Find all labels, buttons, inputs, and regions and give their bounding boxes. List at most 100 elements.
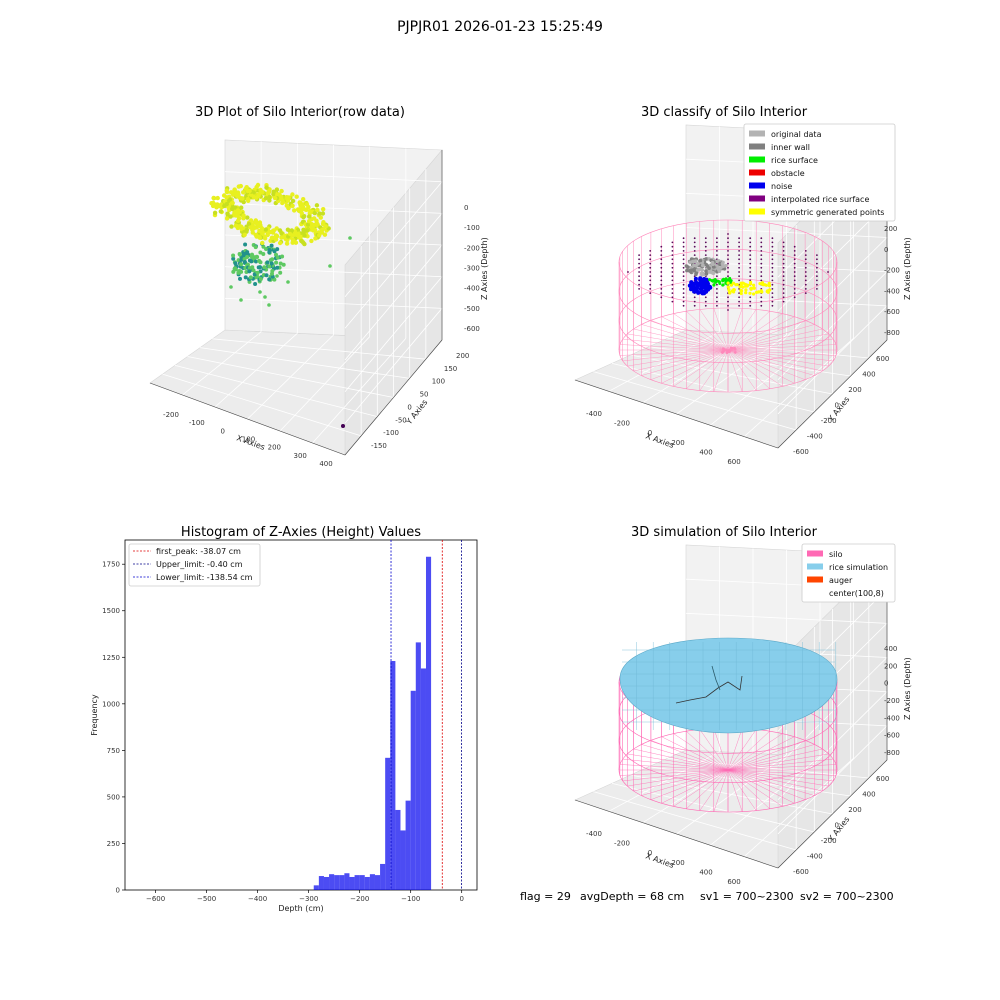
panel2-silo-wireframe (618, 219, 838, 393)
interpolated-point (749, 296, 752, 299)
data-point (323, 224, 328, 229)
data-point (246, 221, 252, 227)
panel4-ylabel: Y Axies (826, 815, 852, 844)
interpolated-point (738, 300, 740, 303)
interpolated-point (793, 245, 796, 248)
histogram-bar (385, 757, 391, 890)
interpolated-point (716, 250, 718, 252)
histogram-bar (339, 875, 345, 890)
noise-point (699, 286, 704, 291)
data-point (239, 257, 244, 262)
data-point (248, 225, 253, 230)
silo-floor-spoke (619, 769, 729, 776)
interpolated-point (727, 300, 729, 303)
data-point (247, 266, 252, 271)
legend-label: rice simulation (829, 563, 888, 572)
y-axis-line (777, 339, 888, 449)
data-point (263, 227, 268, 232)
silo-floor-spoke (727, 333, 829, 351)
data-point (253, 259, 258, 264)
data-point (230, 206, 235, 212)
data-point (267, 277, 272, 282)
panel2-x-ticks: -400 -200 0 200 400 600 (586, 410, 741, 466)
interpolated-point (638, 279, 640, 282)
y-tick-label: 600 (876, 355, 889, 363)
silo-floor-spoke (686, 311, 729, 351)
data-point (269, 261, 274, 266)
panel-simulation: 3D simulation of Silo Interior -400 -200 0… (574, 525, 912, 886)
histogram-bar (323, 876, 330, 890)
auger-path (675, 675, 743, 704)
interpolated-point (782, 275, 785, 278)
interpolated-point (716, 241, 718, 244)
z-tick-label: 200 (884, 225, 897, 233)
interpolated-point (804, 262, 807, 265)
interpolated-point (693, 237, 696, 240)
panel1-axes-box (149, 139, 443, 456)
z-tick-label: 0 (464, 204, 468, 212)
data-point (263, 196, 269, 201)
data-point (257, 235, 262, 240)
z-tick-label: -300 (464, 265, 480, 273)
symmetric-point (744, 291, 748, 295)
data-point (244, 227, 250, 232)
interpolated-point (716, 245, 718, 248)
y-tick-label: -200 (821, 417, 837, 425)
data-point (241, 190, 246, 195)
interpolated-point (649, 262, 652, 265)
interpolated-point (716, 288, 718, 290)
original-data-point (715, 259, 720, 264)
interpolated-point (682, 283, 685, 286)
outlier-point (341, 424, 345, 428)
status-footer: flag = 29 avgDepth = 68 cm sv1 = 700~230… (520, 890, 894, 903)
interpolated-point (671, 283, 674, 286)
x-tick-label: -100 (189, 419, 205, 427)
x-tick-label: −100 (401, 895, 420, 903)
interpolated-point (682, 296, 685, 299)
data-point (270, 230, 276, 235)
original-data-point (704, 272, 709, 276)
interpolated-point (760, 254, 763, 256)
silo-floor-spoke (727, 740, 806, 771)
panel-histogram: Histogram of Z-Axies (Height) Values −60… (90, 525, 478, 913)
histogram-bar (425, 556, 432, 890)
y-tick-label: -150 (371, 442, 387, 450)
interpolated-point (649, 271, 652, 273)
interpolated-point (804, 271, 807, 273)
silo-floor-spoke (727, 729, 757, 771)
z-tick-label: -800 (884, 749, 900, 757)
interpolated-point (804, 258, 807, 261)
interpolated-point (638, 254, 640, 256)
silo-floor-spoke (622, 769, 729, 782)
silo-floor-spoke (619, 349, 729, 356)
interpolated-point (782, 292, 785, 294)
interpolated-point (727, 309, 729, 311)
interpolated-point (782, 241, 785, 244)
data-point (231, 256, 236, 261)
data-point (222, 203, 227, 209)
silo-floor-spoke (650, 769, 729, 800)
y-tick-label: 400 (862, 371, 875, 379)
x-tick-label: 400 (319, 460, 332, 468)
data-point (274, 187, 280, 192)
silo-floor-spoke (727, 769, 837, 776)
data-point (243, 251, 248, 256)
silo-floor-spoke (727, 758, 834, 771)
interpolated-point (660, 250, 663, 252)
z-tick-label: 0 (884, 680, 888, 688)
silo-floor-spoke (727, 349, 770, 389)
interpolated-point (760, 304, 763, 307)
interpolated-point (771, 300, 774, 303)
interpolated-point (782, 288, 785, 290)
data-point (314, 203, 320, 208)
interpolated-point (793, 283, 796, 286)
silo-floor-spoke (727, 309, 757, 351)
noise-point (704, 289, 709, 294)
noise-point (689, 284, 693, 289)
interpolated-point (660, 279, 663, 282)
x-tick-label: -400 (586, 830, 602, 838)
interpolated-point (782, 262, 785, 265)
data-point (234, 193, 240, 198)
histogram-reference-lines (390, 540, 462, 890)
data-point (302, 233, 307, 238)
